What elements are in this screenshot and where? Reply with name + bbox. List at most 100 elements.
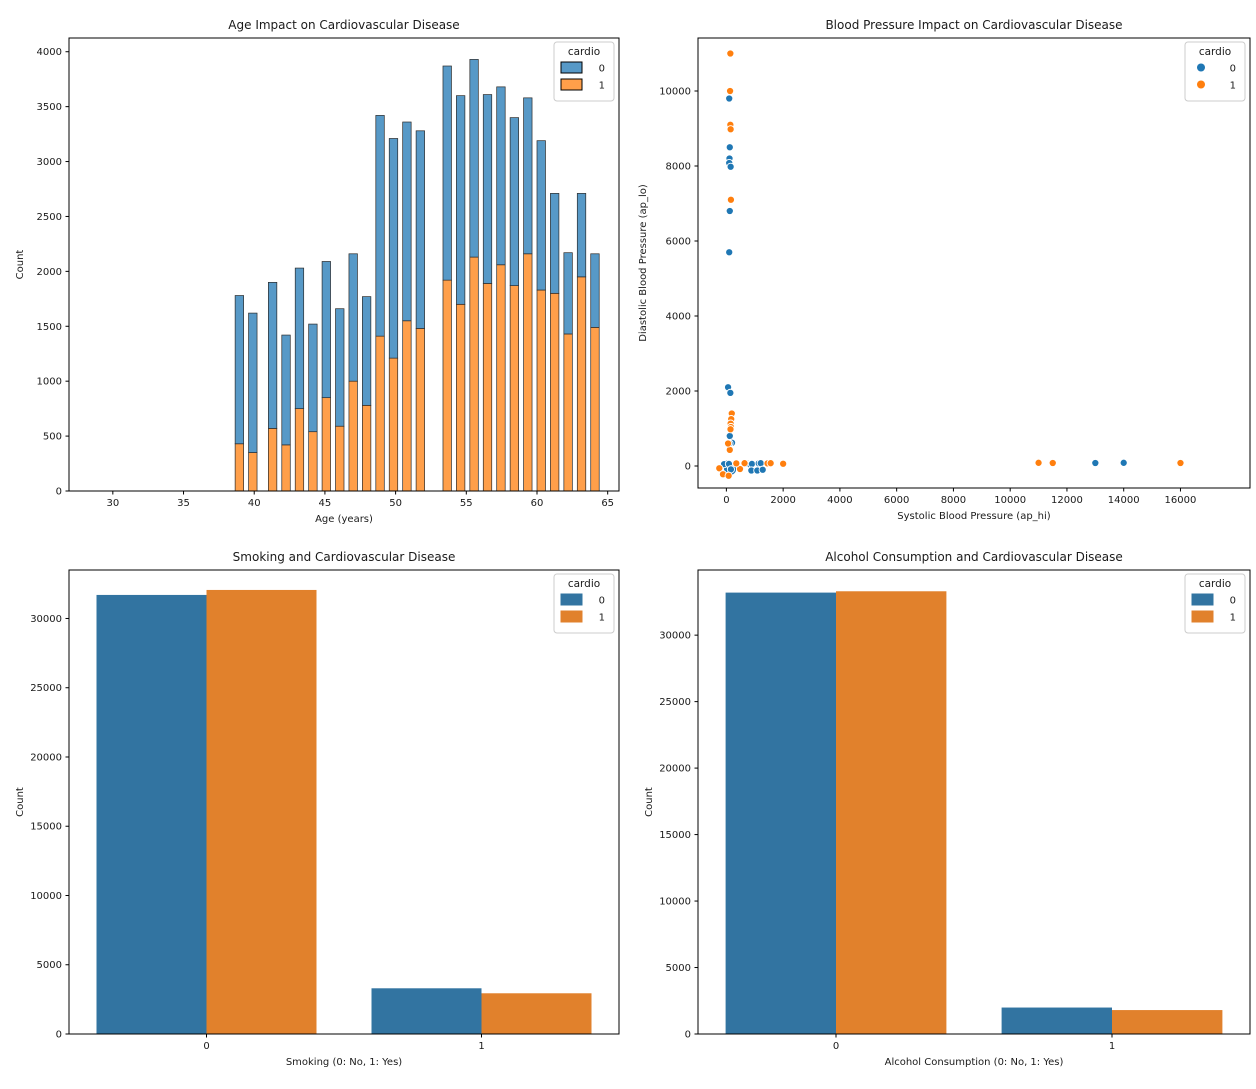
- hist-bar-cardio1-age-42: [281, 444, 291, 492]
- hist-bar-cardio0-age-52: [415, 130, 425, 329]
- y-tick-label: 1500: [37, 322, 62, 333]
- hist-bar-cardio0-age-53: [442, 65, 452, 281]
- hist-bar-cardio0-age-39: [234, 295, 244, 445]
- bar-cardio0-cat-0: [725, 592, 836, 1034]
- hist-bar-cardio0-age-45: [321, 261, 331, 399]
- x-axis-label: Smoking (0: No, 1: Yes): [286, 1057, 402, 1068]
- hist-bar-cardio1-age-41: [268, 428, 278, 492]
- scatter-point-cardio0: [1119, 458, 1128, 467]
- chart-title: Age Impact on Cardiovascular Disease: [228, 18, 459, 32]
- bar-cardio1-cat-1: [481, 993, 592, 1034]
- legend-entry-label: 0: [1230, 596, 1236, 607]
- scatter-point-cardio0: [747, 459, 756, 468]
- hist-bar-cardio1-age-61: [550, 292, 560, 492]
- hist-bar-cardio1-age-43: [294, 408, 305, 492]
- plot-box: [697, 37, 1251, 489]
- bar-cardio1-cat-1: [1112, 1010, 1223, 1034]
- hist-bar-cardio1-age-55: [469, 256, 479, 492]
- legend-marker-swatch-0: [560, 593, 583, 606]
- hist-bar-cardio1-age-44: [308, 431, 318, 492]
- plot-box: [68, 569, 620, 1035]
- chart-alcohol-bars: 0 1 0 5000 10000 15000 20000 25000 30000 Alcohol …: [644, 550, 1251, 1068]
- legend-marker-swatch-0: [1191, 593, 1214, 606]
- y-tick-label: 10000: [659, 86, 691, 97]
- x-tick-label: 0: [203, 1041, 209, 1052]
- plot-box: [697, 569, 1251, 1035]
- x-axis-label: Alcohol Consumption (0: No, 1: Yes): [885, 1057, 1064, 1068]
- x-tick-label: 12000: [1051, 495, 1083, 506]
- hist-bar-cardio1-age-39: [234, 443, 244, 492]
- y-axis-label: Count: [644, 787, 655, 817]
- x-tick-label: 1: [1109, 1041, 1115, 1052]
- y-tick-label: 4000: [666, 311, 691, 322]
- hist-bar-cardio0-age-55: [469, 59, 479, 258]
- y-axis-label: Count: [15, 787, 26, 817]
- chart-title: Blood Pressure Impact on Cardiovascular …: [825, 18, 1122, 32]
- y-tick-label: 20000: [30, 752, 62, 763]
- hist-bar-cardio0-age-59: [523, 97, 533, 255]
- y-axis-label: Diastolic Blood Pressure (ap_lo): [638, 184, 649, 342]
- hist-bar-cardio0-age-58: [509, 117, 519, 286]
- scatter-point-cardio0: [726, 162, 735, 171]
- hist-bar-cardio0-age-41: [268, 281, 278, 429]
- hist-bar-cardio0-age-63: [576, 193, 587, 278]
- y-tick-label: 20000: [659, 764, 691, 775]
- hist-bar-cardio0-age-47: [348, 253, 358, 382]
- y-tick-label: 2000: [37, 267, 62, 278]
- hist-bar-cardio1-age-56: [482, 283, 493, 492]
- y-tick-label: 0: [685, 461, 691, 472]
- plot-box: [68, 37, 620, 492]
- x-axis-label: Age (years): [315, 514, 373, 525]
- x-tick-label: 14000: [1108, 495, 1140, 506]
- legend-entry-label: 1: [1230, 613, 1236, 624]
- scatter-point-cardio0: [725, 206, 734, 216]
- hist-bar-cardio1-age-63: [576, 276, 587, 492]
- hist-bar-cardio1-age-40: [248, 452, 258, 492]
- legend-marker-swatch-1: [560, 610, 583, 623]
- bar-cardio0-cat-1: [371, 988, 482, 1034]
- legend-marker-swatch-1: [1191, 610, 1214, 623]
- y-tick-label: 15000: [30, 822, 62, 833]
- chart-title: Smoking and Cardiovascular Disease: [233, 550, 456, 564]
- hist-bar-cardio0-age-43: [294, 267, 305, 409]
- y-tick-label: 0: [685, 1030, 691, 1041]
- hist-bar-cardio0-age-40: [248, 312, 258, 453]
- scatter-point-cardio1: [1048, 458, 1057, 468]
- y-tick-label: 0: [56, 487, 62, 498]
- scatter-point-cardio0: [725, 143, 734, 152]
- scatter-point-cardio1: [724, 471, 733, 480]
- x-tick-label: 50: [389, 498, 402, 509]
- hist-bar-cardio1-age-46: [335, 425, 345, 492]
- legend-title: cardio: [568, 578, 600, 590]
- bar-cardio0-cat-1: [1001, 1007, 1112, 1034]
- scatter-point-cardio0: [758, 465, 767, 474]
- x-tick-label: 4000: [827, 495, 852, 506]
- hist-bar-cardio0-age-57: [496, 86, 506, 266]
- x-tick-label: 0: [833, 1041, 839, 1052]
- legend-marker-swatch-0: [560, 61, 583, 74]
- legend-entry-label: 1: [599, 81, 605, 92]
- hist-bar-cardio0-age-51: [402, 121, 412, 322]
- scatter-point-cardio0: [725, 248, 734, 257]
- hist-bar-cardio1-age-53: [442, 279, 452, 492]
- hist-bar-cardio1-age-52: [415, 328, 425, 492]
- hist-bar-cardio1-age-58: [509, 285, 519, 492]
- chart-bp-scatter: 0 2000 4000 6000 8000 10000 12000 14000 16000020…: [638, 18, 1251, 522]
- scatter-point-cardio1: [1176, 458, 1185, 468]
- x-tick-label: 6000: [884, 495, 909, 506]
- y-tick-label: 25000: [30, 683, 62, 694]
- y-tick-label: 10000: [659, 897, 691, 908]
- hist-bar-cardio0-age-49: [375, 115, 385, 337]
- x-tick-label: 30: [106, 498, 119, 509]
- scatter-point-cardio1: [740, 459, 749, 468]
- legend-entry-label: 1: [1230, 81, 1236, 92]
- legend-title: cardio: [1199, 578, 1231, 590]
- y-tick-label: 3500: [37, 102, 62, 113]
- hist-bar-cardio1-age-60: [536, 289, 546, 492]
- x-tick-label: 45: [319, 498, 332, 509]
- scatter-point-cardio1: [779, 459, 788, 468]
- hist-bar-cardio1-age-54: [456, 303, 466, 492]
- x-tick-label: 1: [478, 1041, 484, 1052]
- legend-entry-label: 1: [599, 613, 605, 624]
